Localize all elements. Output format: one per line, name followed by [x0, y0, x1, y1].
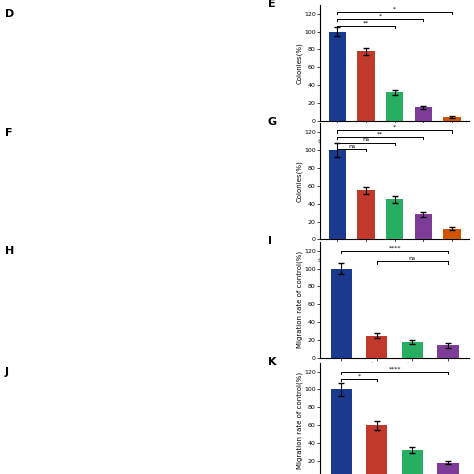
Bar	[357, 51, 374, 121]
Y-axis label: Migration rate of control(%): Migration rate of control(%)	[296, 251, 302, 348]
Bar	[386, 92, 403, 121]
Bar	[437, 346, 458, 358]
Bar	[366, 425, 387, 474]
Text: *: *	[393, 7, 396, 11]
Text: J: J	[5, 367, 9, 377]
Text: *: *	[379, 14, 382, 18]
Y-axis label: Colonies(%): Colonies(%)	[296, 42, 302, 84]
Bar	[331, 269, 352, 358]
Bar	[328, 32, 346, 121]
Bar	[415, 214, 432, 239]
Bar	[401, 450, 423, 474]
Y-axis label: Migration rate of control(%): Migration rate of control(%)	[296, 372, 302, 469]
Text: **: **	[363, 21, 369, 26]
Text: ns: ns	[348, 144, 355, 149]
Text: ns: ns	[362, 137, 370, 143]
Text: *: *	[357, 373, 361, 378]
Bar	[401, 342, 423, 358]
Bar	[443, 117, 461, 121]
Text: G: G	[268, 118, 277, 128]
Bar	[331, 390, 352, 474]
Text: ****: ****	[388, 366, 401, 371]
Text: ****: ****	[388, 245, 401, 250]
Text: I: I	[268, 236, 272, 246]
Bar	[328, 150, 346, 239]
Text: H: H	[5, 246, 14, 256]
Text: D: D	[5, 9, 14, 19]
Text: E: E	[268, 0, 275, 9]
Bar	[386, 199, 403, 239]
Text: ns: ns	[409, 256, 416, 261]
Bar	[415, 108, 432, 121]
Text: K: K	[268, 357, 276, 367]
Text: *: *	[393, 125, 396, 130]
Bar	[437, 463, 458, 474]
Y-axis label: Colonies(%): Colonies(%)	[296, 160, 302, 202]
Bar	[357, 190, 374, 239]
Bar	[366, 336, 387, 358]
Text: **: **	[377, 131, 383, 136]
Text: F: F	[5, 128, 12, 138]
Bar	[443, 228, 461, 239]
